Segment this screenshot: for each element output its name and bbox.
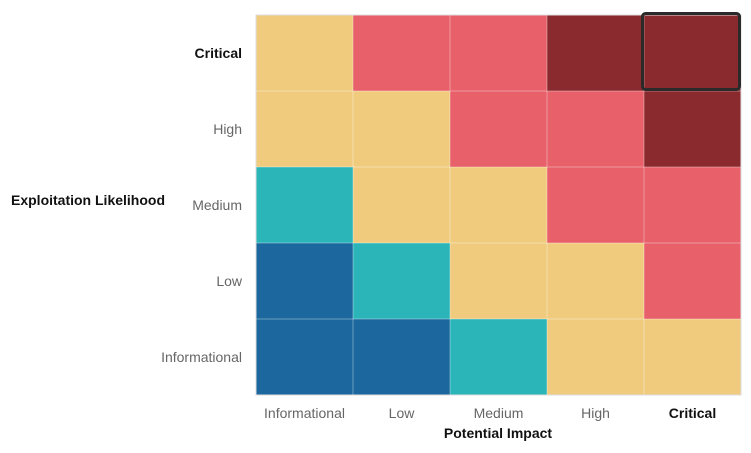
highlight-layer xyxy=(641,12,741,91)
heatmap-cell-critical-low xyxy=(353,15,450,91)
heatmap-cell-critical-informational xyxy=(256,15,353,91)
heatmap-cell-informational-low xyxy=(353,319,450,395)
heatmap-cell-critical-high xyxy=(547,15,644,91)
heatmap-cell-high-high xyxy=(547,91,644,167)
y-tick-label-high: High xyxy=(213,121,242,137)
x-axis-title: Potential Impact xyxy=(444,425,552,441)
heatmap-cell-medium-critical xyxy=(644,167,741,243)
x-tick-label-critical: Critical xyxy=(669,405,716,421)
heatmap-cell-low-high xyxy=(547,243,644,319)
heatmap-cell-low-low xyxy=(353,243,450,319)
x-tick-label-informational: Informational xyxy=(264,405,345,421)
x-axis-tick-labels: Informational Low Medium High Critical xyxy=(264,405,716,421)
heatmap-cells xyxy=(256,15,741,395)
heatmap-cell-high-informational xyxy=(256,91,353,167)
y-axis-title: Exploitation Likelihood xyxy=(11,192,165,208)
y-tick-label-medium: Medium xyxy=(192,197,242,213)
heatmap-cell-informational-high xyxy=(547,319,644,395)
heatmap-cell-critical-medium xyxy=(450,15,547,91)
highlighted-cell-outline xyxy=(641,12,741,91)
heatmap-cell-high-critical xyxy=(644,91,741,167)
heatmap-cell-medium-medium xyxy=(450,167,547,243)
y-tick-label-low: Low xyxy=(216,273,243,289)
heatmap-cell-critical-critical xyxy=(644,15,741,91)
y-axis-tick-labels: Critical High Medium Low Informational xyxy=(161,45,243,365)
x-tick-label-low: Low xyxy=(389,405,416,421)
heatmap-cell-low-medium xyxy=(450,243,547,319)
plot-border xyxy=(255,14,742,396)
heatmap-grid-lines xyxy=(255,14,742,396)
heatmap-cell-medium-informational xyxy=(256,167,353,243)
heatmap-cell-medium-high xyxy=(547,167,644,243)
heatmap-cell-high-medium xyxy=(450,91,547,167)
x-tick-label-medium: Medium xyxy=(474,405,524,421)
heatmap-cell-low-informational xyxy=(256,243,353,319)
heatmap-cell-informational-medium xyxy=(450,319,547,395)
heatmap-cell-informational-critical xyxy=(644,319,741,395)
heatmap-cell-low-critical xyxy=(644,243,741,319)
y-tick-label-critical: Critical xyxy=(195,45,242,61)
heatmap-cell-medium-low xyxy=(353,167,450,243)
heatmap-cell-informational-informational xyxy=(256,319,353,395)
y-tick-label-informational: Informational xyxy=(161,349,242,365)
x-tick-label-high: High xyxy=(581,405,610,421)
heatmap-cell-high-low xyxy=(353,91,450,167)
